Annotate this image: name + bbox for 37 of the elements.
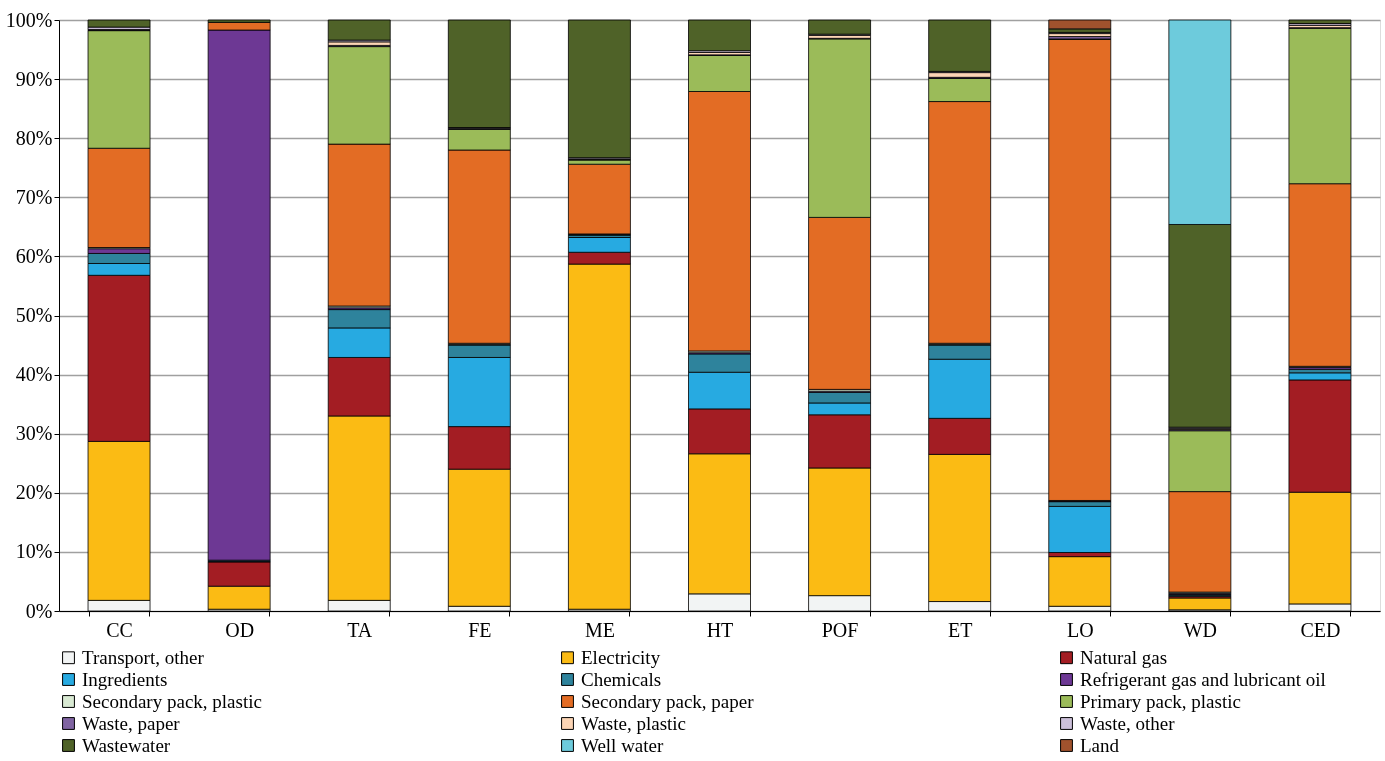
x-tick-label: WD: [1183, 618, 1218, 641]
legend-label: Electricity: [581, 646, 661, 668]
legend-label: Secondary pack, paper: [581, 690, 755, 712]
y-tick-label: 40%: [15, 363, 53, 386]
y-tick-label: 80%: [15, 126, 53, 149]
x-tick-label: TA: [347, 618, 373, 641]
legend-label: Waste, other: [1080, 712, 1176, 734]
y-tick-label: 0%: [25, 599, 53, 622]
legend-label: Secondary pack, plastic: [82, 690, 262, 712]
x-tick-label: CED: [1300, 618, 1341, 641]
legend-label: Waste, paper: [82, 712, 181, 734]
legend-label: Primary pack, plastic: [1080, 690, 1241, 712]
legend-label: Wastewater: [82, 734, 171, 756]
y-tick-label: 90%: [15, 67, 53, 90]
x-tick-label: POF: [821, 618, 859, 641]
legend-label: Land: [1080, 734, 1120, 756]
legend-label: Refrigerant gas and lubricant oil: [1080, 668, 1326, 690]
y-tick-label: 50%: [15, 304, 53, 326]
legend-label: Transport, other: [82, 646, 205, 668]
y-tick-label: 20%: [15, 481, 53, 504]
y-tick-label: 70%: [15, 185, 53, 208]
x-tick-label: CC: [106, 618, 133, 641]
y-tick-label: 60%: [15, 244, 53, 267]
legend-label: Well water: [581, 734, 665, 756]
x-tick-label: LO: [1066, 618, 1094, 641]
x-tick-label: OD: [225, 618, 255, 641]
legend-label: Ingredients: [82, 668, 168, 690]
legend-label: Natural gas: [1080, 646, 1168, 668]
x-tick-label: ET: [947, 618, 973, 641]
x-tick-label: HT: [706, 618, 734, 641]
legend-label: Chemicals: [581, 668, 662, 690]
legend-label: Waste, plastic: [581, 712, 687, 734]
y-tick-label: 100%: [5, 8, 53, 31]
y-tick-label: 30%: [15, 422, 53, 445]
x-tick-label: ME: [584, 618, 615, 641]
y-tick-label: 10%: [15, 540, 53, 563]
x-tick-label: FE: [468, 618, 492, 641]
